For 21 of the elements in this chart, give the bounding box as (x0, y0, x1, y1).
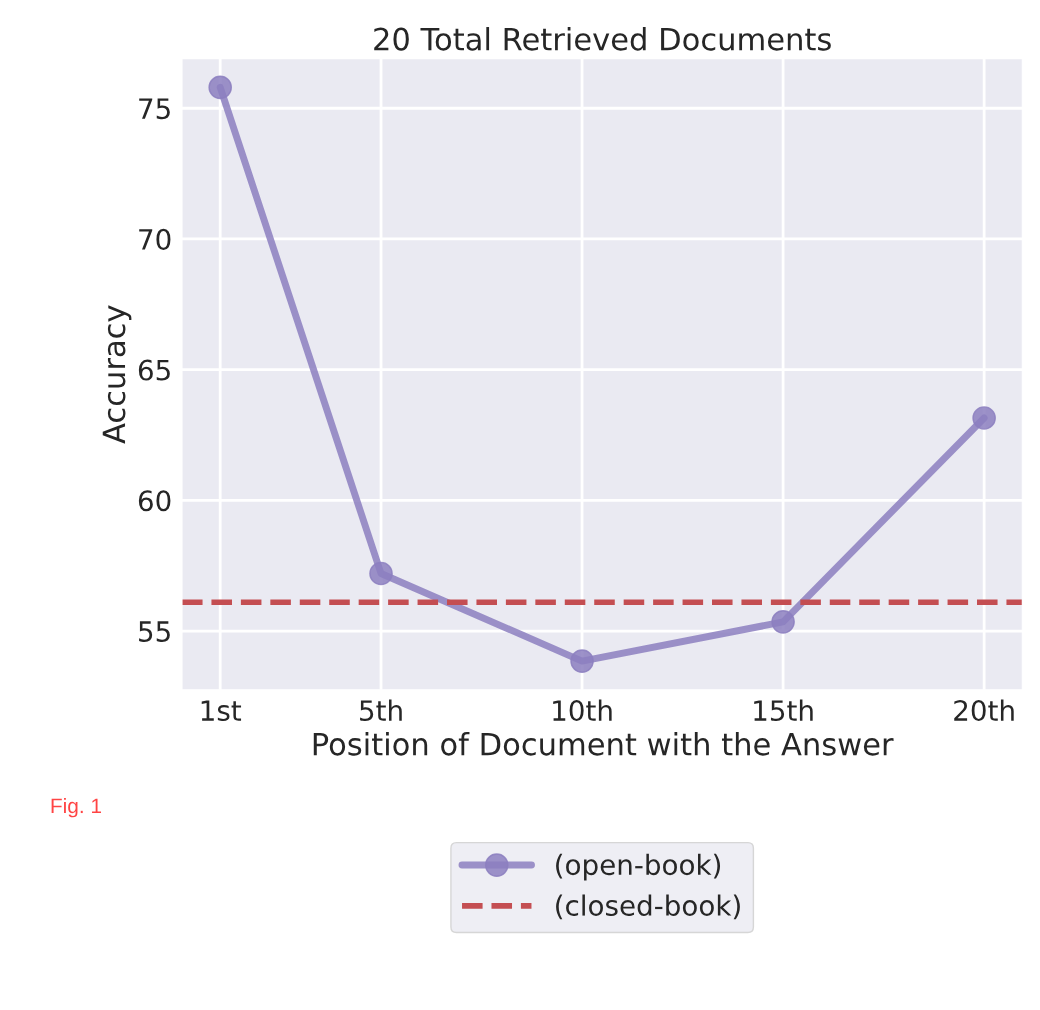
point (570, 649, 594, 673)
y-tick-label: 70 (139, 228, 171, 250)
legend-label: (open-book) (556, 853, 721, 881)
x-tick-label: 5th (360, 699, 402, 722)
y-tick-label: 60 (138, 490, 171, 512)
y-axis-title: Accuracy (102, 305, 132, 444)
x-tick-label: 10th (553, 699, 612, 722)
caption: Fig. 1 (51, 797, 102, 818)
y-tick-label: 55 (139, 621, 170, 642)
x-tick-label: 20th (954, 699, 1014, 722)
x-axis-title: Position of Document with the Answer (313, 731, 894, 756)
y-tick-label: 65 (138, 359, 170, 381)
chart-title: 20 Total Retrieved Documents (374, 27, 831, 51)
y-tick-label: 75 (139, 98, 170, 120)
point (972, 406, 996, 430)
legend-label: (closed-book) (556, 894, 740, 920)
point (369, 561, 393, 586)
x-tick-label: 15th (754, 699, 813, 722)
point (771, 610, 795, 634)
x-tick-label: 1st (201, 700, 242, 722)
point (208, 75, 233, 100)
